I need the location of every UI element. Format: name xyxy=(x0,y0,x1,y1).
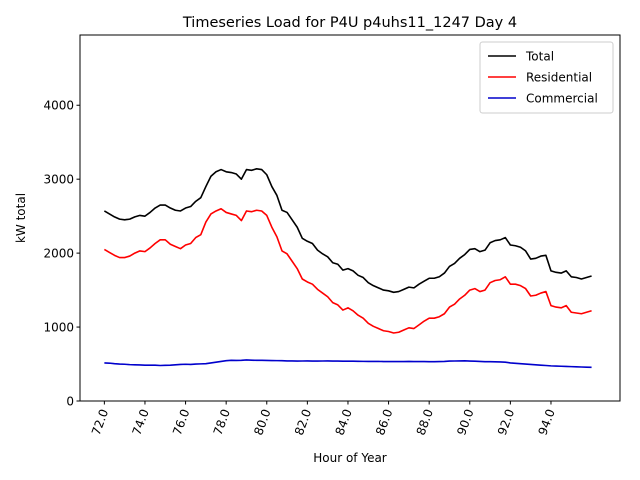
x-tick-label: 80.0 xyxy=(251,407,273,437)
y-tick-label: 3000 xyxy=(43,173,74,187)
legend-label-commercial: Commercial xyxy=(526,92,598,106)
series-line-commercial xyxy=(104,359,592,369)
x-tick-label: 78.0 xyxy=(211,407,233,437)
legend-label-total: Total xyxy=(525,50,554,64)
plot-area xyxy=(103,168,592,369)
x-tick-label: 72.0 xyxy=(89,407,111,437)
legend-label-residential: Residential xyxy=(526,71,592,85)
x-tick-label: 74.0 xyxy=(129,407,151,437)
y-axis-label: kW total xyxy=(14,193,28,243)
y-tick-label: 1000 xyxy=(43,321,74,335)
legend: Total Residential Commercial xyxy=(479,41,614,114)
series-line-residential xyxy=(103,207,592,334)
x-axis-label: Hour of Year xyxy=(313,451,387,465)
x-tick-label: 92.0 xyxy=(495,407,517,437)
series-line-total xyxy=(103,168,592,294)
x-tick-label: 86.0 xyxy=(373,407,395,437)
x-tick-label: 82.0 xyxy=(292,407,314,437)
x-tick-label: 76.0 xyxy=(170,407,192,437)
x-tick-label: 84.0 xyxy=(332,407,354,437)
plot-frame xyxy=(79,34,621,402)
y-tick-label: 2000 xyxy=(43,247,74,261)
y-tick-label: 4000 xyxy=(43,99,74,113)
chart-title: Timeseries Load for P4U p4uhs11_1247 Day… xyxy=(182,15,517,31)
x-tick-label: 88.0 xyxy=(414,407,436,437)
x-tick-label: 90.0 xyxy=(454,407,476,437)
legend-box xyxy=(479,41,614,114)
x-tick-label: 94.0 xyxy=(536,407,558,437)
y-tick-label: 0 xyxy=(66,395,74,409)
x-axis: 72.0 74.0 76.0 78.0 80.0 82.0 84.0 86.0 88.0 90.0… xyxy=(89,401,558,437)
y-axis: 0 1000 2000 3000 4000 xyxy=(43,99,80,409)
